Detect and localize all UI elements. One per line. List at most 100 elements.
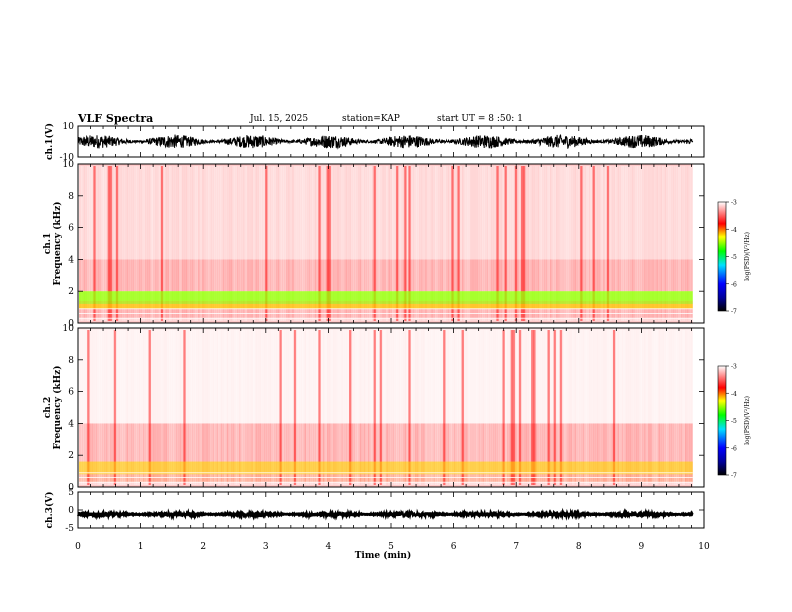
- spectro-column: [306, 330, 309, 485]
- spectro-column: [637, 330, 640, 485]
- spectro-column: [396, 330, 399, 485]
- spectro-column: [422, 166, 426, 321]
- y-tick-label: 5: [68, 488, 74, 498]
- spectro-column: [203, 166, 207, 321]
- spectro-column: [326, 330, 329, 485]
- spectro-column: [166, 330, 170, 485]
- spectro-column: [81, 330, 84, 485]
- spectro-column: [328, 166, 332, 321]
- spectro-column: [279, 330, 282, 485]
- spectro-column: [89, 166, 92, 321]
- spectro-column: [140, 330, 143, 485]
- spectro-column: [291, 166, 295, 321]
- spectro-column: [437, 166, 440, 321]
- spectro-column: [455, 166, 458, 321]
- spectro-column: [664, 330, 667, 485]
- spectro-column: [461, 330, 465, 485]
- spectro-column: [89, 330, 92, 485]
- y-tick-label: 0: [68, 319, 74, 329]
- spectro-column: [641, 330, 645, 485]
- spectro-column: [420, 330, 424, 485]
- colorbar-tick-label: -7: [731, 473, 737, 480]
- spectro-column: [363, 330, 366, 485]
- x-tick-label: 0: [75, 542, 81, 552]
- spectro-column: [334, 330, 338, 485]
- spectro-column: [169, 330, 172, 485]
- x-tick-label: 6: [451, 542, 457, 552]
- spectro-column: [522, 330, 526, 485]
- spectro-column: [619, 330, 622, 485]
- spectro-column: [232, 166, 235, 321]
- spectro-column: [242, 330, 246, 485]
- spectro-column: [578, 166, 581, 321]
- spectro-column: [533, 166, 536, 321]
- spectro-column: [445, 330, 448, 485]
- spectro-column: [510, 330, 514, 485]
- spectro-column: [647, 330, 651, 485]
- spectro-column: [263, 330, 266, 485]
- spectro-column: [293, 330, 297, 485]
- spectro-column: [281, 166, 284, 321]
- spectro-column: [488, 166, 491, 321]
- spectro-column: [371, 166, 374, 321]
- y-tick-label: 10: [63, 122, 75, 132]
- spectro-column: [228, 166, 231, 321]
- spectro-column: [657, 330, 661, 485]
- spectro-column: [316, 330, 319, 485]
- spectro-column: [150, 330, 154, 485]
- spectro-column: [508, 330, 512, 485]
- spectro-column: [269, 166, 272, 321]
- spectro-column: [93, 330, 96, 485]
- spectro-column: [657, 166, 661, 321]
- spectro-column: [277, 166, 280, 321]
- spectro-column: [498, 166, 501, 321]
- spectro-column: [639, 330, 642, 485]
- spectro-column: [314, 330, 317, 485]
- spectro-column: [236, 330, 239, 485]
- spectro-column: [87, 330, 90, 485]
- spectro-column: [422, 330, 426, 485]
- spectro-column: [209, 166, 213, 321]
- spectro-column: [142, 166, 145, 321]
- spectro-column: [107, 330, 111, 485]
- spectro-column: [545, 330, 548, 485]
- spectro-column: [312, 166, 315, 321]
- spectro-column: [414, 330, 417, 485]
- waveform-trace: [76, 507, 694, 521]
- spectro-column: [588, 166, 591, 321]
- spectro-column: [340, 330, 344, 485]
- spectro-column: [463, 166, 467, 321]
- spectro-column: [342, 330, 346, 485]
- spectro-column: [684, 330, 687, 485]
- spectro-column: [214, 166, 217, 321]
- spectro-column: [426, 330, 430, 485]
- spectro-column: [467, 330, 471, 485]
- spectro-column: [418, 330, 422, 485]
- spectro-column: [647, 166, 651, 321]
- spectro-column: [115, 330, 119, 485]
- spectro-column: [631, 166, 634, 321]
- spectro-column: [461, 166, 465, 321]
- spectro-column: [160, 166, 164, 321]
- spectro-column: [451, 330, 454, 485]
- spectro-column: [479, 166, 483, 321]
- spectro-column: [201, 330, 205, 485]
- colorbar-label: log(PSD)(V²/Hz): [744, 396, 751, 445]
- spectro-column: [680, 330, 683, 485]
- spectro-column: [625, 330, 628, 485]
- spectro-column: [594, 330, 597, 485]
- spectro-column: [580, 166, 583, 321]
- spectro-column: [670, 330, 673, 485]
- spectro-column: [124, 330, 127, 485]
- spectro-column: [514, 330, 518, 485]
- spectro-column: [406, 166, 409, 321]
- spectro-column: [565, 330, 569, 485]
- spectro-column: [502, 166, 505, 321]
- spectro-column: [138, 166, 141, 321]
- spectro-column: [633, 166, 636, 321]
- spectro-column: [261, 330, 264, 485]
- spectro-column: [664, 166, 667, 321]
- spectro-column: [434, 330, 438, 485]
- spectro-column: [203, 330, 207, 485]
- date-label: Jul. 15, 2025: [250, 114, 309, 124]
